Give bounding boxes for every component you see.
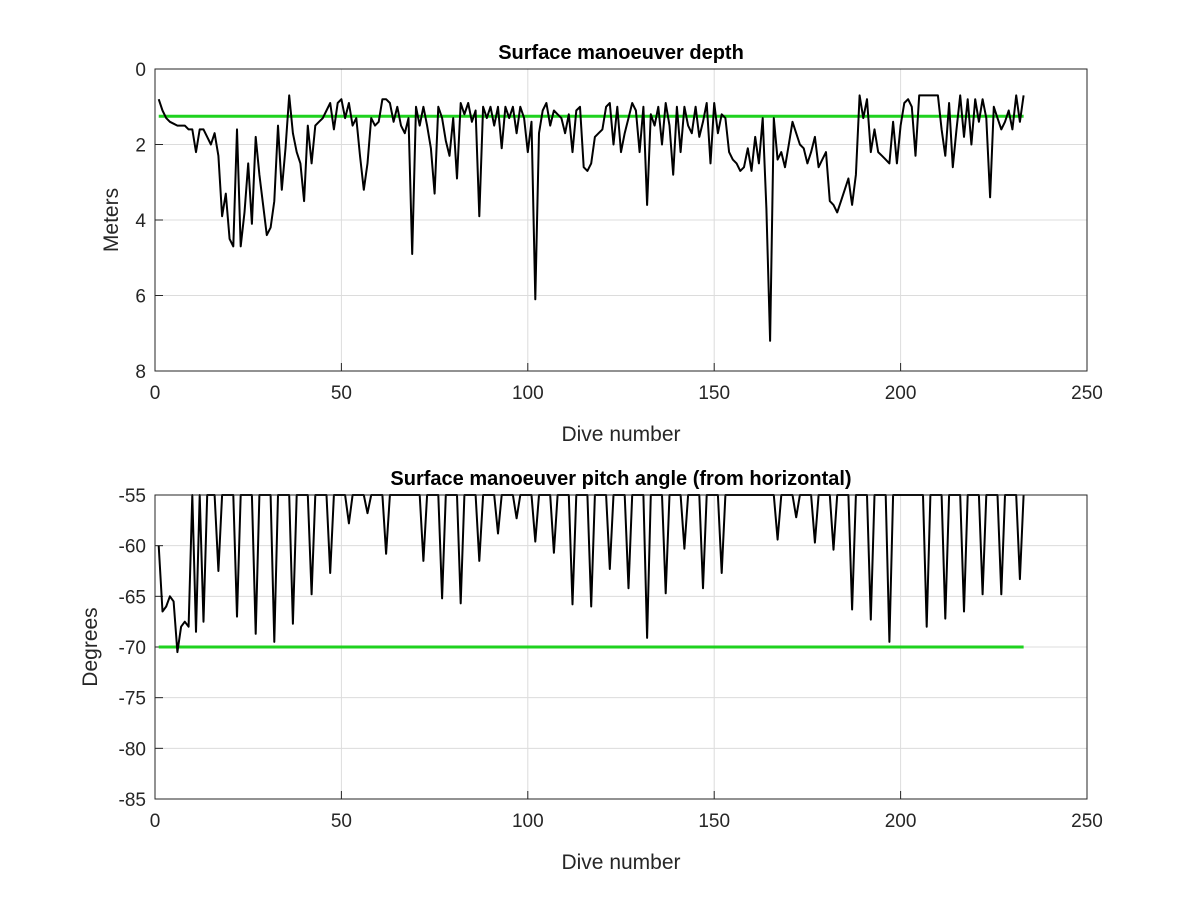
pitch-y-axis-label: Degrees <box>79 607 102 686</box>
depth-y-axis-label: Meters <box>100 188 123 252</box>
pitch-y-tick-label: -70 <box>119 638 146 659</box>
pitch-x-tick-label: 100 <box>512 811 544 832</box>
pitch-chart-title: Surface manoeuver pitch angle (from hori… <box>390 468 851 490</box>
pitch-x-tick-label: 250 <box>1071 811 1103 832</box>
pitch-x-tick-label: 200 <box>885 811 917 832</box>
depth-x-axis-label: Dive number <box>561 423 680 446</box>
pitch-chart: 0 50 100 150 200 250 -55 -60 -65 -70 -75 -80 -85 Surf… <box>79 468 1103 874</box>
depth-x-tick-label: 150 <box>698 383 730 404</box>
pitch-x-tick-label: 150 <box>698 811 730 832</box>
depth-y-tick-label: 2 <box>135 136 146 157</box>
depth-x-tick-label: 0 <box>150 383 161 404</box>
depth-x-tick-label: 50 <box>331 383 352 404</box>
pitch-x-axis-label: Dive number <box>561 851 680 874</box>
depth-x-tick-label: 100 <box>512 383 544 404</box>
pitch-x-tick-label: 50 <box>331 811 352 832</box>
depth-chart-title: Surface manoeuver depth <box>498 42 744 64</box>
depth-axes-frame <box>154 68 1088 372</box>
pitch-x-tick-label: 0 <box>150 811 161 832</box>
pitch-y-tick-label: -80 <box>119 739 146 760</box>
pitch-axes-frame <box>154 494 1088 800</box>
depth-x-tick-label: 250 <box>1071 383 1103 404</box>
pitch-y-tick-label: -65 <box>119 587 146 608</box>
depth-x-tick-label: 200 <box>885 383 917 404</box>
depth-y-tick-label: 6 <box>135 287 146 308</box>
pitch-y-tick-label: -60 <box>119 537 146 558</box>
pitch-y-tick-label: -75 <box>119 689 146 710</box>
depth-y-tick-label: 8 <box>135 362 146 383</box>
depth-y-tick-label: 4 <box>135 211 146 232</box>
pitch-y-tick-label: -85 <box>119 790 146 811</box>
depth-chart: 0 50 100 150 200 250 0 2 4 6 8 Surface manoeuver de… <box>100 42 1103 446</box>
pitch-y-tick-label: -55 <box>119 486 146 507</box>
depth-series-line <box>157 94 1025 342</box>
depth-y-tick-label: 0 <box>135 60 146 81</box>
